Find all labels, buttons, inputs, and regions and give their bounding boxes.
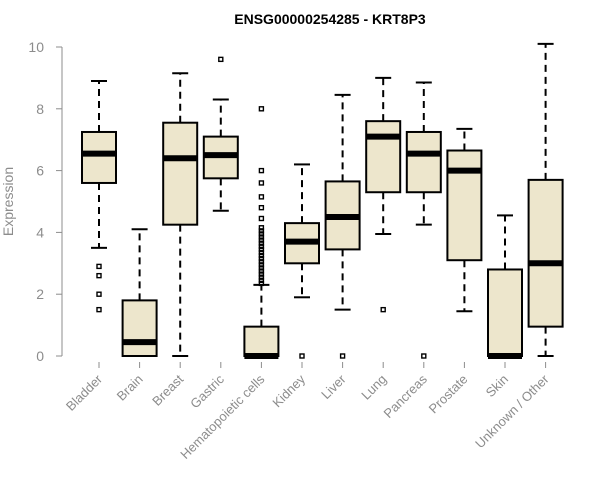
iqr-box [446,149,483,262]
box-group-hematopoietic-cells [243,106,280,359]
y-tick-label: 6 [36,163,44,179]
iqr-box [121,299,158,358]
outlier-point [258,225,265,231]
outlier-point [258,274,265,280]
outlier-point [258,204,265,211]
box-group-liver [324,93,361,359]
plot-area [81,42,564,359]
x-tick-label: Liver [318,371,349,402]
outlier-point [258,271,265,277]
outlier-point [258,194,265,200]
y-tick-label: 2 [36,286,44,302]
iqr-box [405,130,442,194]
x-tick-label: Prostate [426,372,471,417]
iqr-box [487,268,523,358]
outlier-point [258,280,265,287]
x-tick-label: Lung [358,372,389,403]
box-group-prostate [446,127,483,313]
iqr-box [243,325,280,357]
outlier-point [299,353,305,359]
iqr-box [162,121,199,226]
outlier-point [258,240,265,246]
outlier-point [380,306,386,313]
box-group-gastric [202,56,239,212]
outlier-point [258,246,265,253]
outlier-point [258,180,265,186]
box-group-pancreas [405,81,442,359]
outlier-point [258,228,265,234]
outlier-point [258,215,265,222]
iqr-box [81,130,117,184]
y-axis-label: Expression [0,167,16,236]
box-group-breast [162,72,199,357]
x-tick-label: Brain [114,372,146,404]
x-tick-label: Kidney [269,371,308,410]
outlier-point [339,353,346,359]
x-tick-label: Unknown / Other [472,371,552,451]
box-group-skin [487,214,523,359]
outlier-point [258,231,265,237]
y-tick-label: 10 [28,39,44,55]
x-tick-label: Pancreas [380,371,430,421]
outlier-point [258,106,265,112]
box-group-brain [121,228,158,358]
y-tick-label: 4 [36,224,44,240]
outlier-point [258,252,265,259]
outlier-point [258,277,265,283]
x-tick-label: Bladder [63,371,106,414]
outlier-point [258,249,265,256]
outlier-point [96,306,102,313]
box-group-unknown-other [527,42,564,357]
box-group-kidney [284,163,320,359]
outlier-point [96,272,102,279]
x-tick-label: Gastric [187,371,227,411]
x-tick-label: Skin [483,372,511,400]
outlier-point [258,243,265,250]
iqr-box [365,120,402,194]
outlier-point [96,263,102,270]
outlier-point [258,259,265,265]
y-tick-label: 0 [36,348,44,364]
y-tick-label: 8 [36,101,44,117]
y-axis: 0 2 4 6 8 10 [28,39,63,364]
outlier-point [258,234,265,240]
outlier-point [258,265,265,271]
box-group-lung [365,76,402,313]
outlier-point [258,268,265,274]
outlier-point [258,262,265,268]
outlier-point [218,56,224,63]
iqr-box [527,178,564,328]
box-group-bladder [81,79,117,313]
x-tick-label: Breast [149,371,186,408]
outlier-point [96,291,102,297]
chart-title: ENSG00000254285 - KRT8P3 [234,11,426,27]
outlier-point [258,237,265,243]
outlier-point [258,255,265,262]
outlier-point [258,167,265,174]
outlier-point [421,353,427,359]
